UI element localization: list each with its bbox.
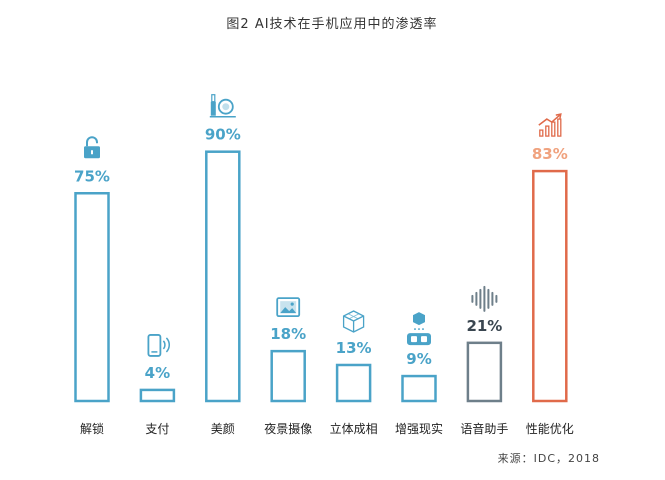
bar (139, 388, 176, 403)
category-label: 增强现实 (395, 421, 443, 436)
data-label: 13% (336, 339, 372, 357)
data-label: 83% (532, 145, 568, 163)
bar (74, 192, 110, 403)
category-label: 语音助手 (460, 421, 508, 436)
category-label: 夜景摄像 (264, 421, 312, 436)
growth-chart-icon (538, 113, 562, 137)
bar (205, 150, 241, 403)
voice-wave-icon (471, 285, 498, 312)
data-label: 90% (205, 126, 241, 144)
bar-group: 9% 增强现实 (395, 312, 443, 436)
bar-group: 83% 性能优化 (526, 113, 574, 436)
category-label: 美颜 (211, 421, 235, 436)
night-photo-icon (276, 297, 301, 318)
data-label: 4% (145, 364, 170, 382)
category-label: 解锁 (80, 421, 104, 436)
lock-icon (84, 136, 100, 159)
data-label: 21% (466, 317, 502, 335)
bar-group: 21% 语音助手 (460, 285, 508, 436)
cube-3d-icon (342, 310, 365, 333)
ar-headset-icon (407, 312, 431, 346)
chart-title: 图2 AI技术在手机应用中的渗透率 (226, 16, 437, 32)
bar (270, 349, 306, 403)
makeup-icon (209, 94, 236, 118)
category-label: 性能优化 (526, 422, 574, 436)
bars-group: 75% 解锁 4% 支付 90% 美颜 18% 夜景摄像 13% 立体成相 9% 增强现实 21% 语音助… (74, 94, 574, 436)
phone-nfc-icon (147, 334, 171, 357)
bar-group: 90% 美颜 (205, 94, 241, 436)
bar (532, 169, 568, 403)
source-note: 来源：IDC，2018 (498, 451, 600, 465)
data-label: 9% (406, 350, 431, 368)
bar (401, 374, 437, 403)
category-label: 支付 (145, 422, 169, 436)
bar (335, 363, 372, 403)
bar-group: 75% 解锁 (74, 136, 110, 436)
bar-group: 4% 支付 (139, 334, 176, 436)
data-label: 18% (270, 325, 306, 343)
data-label: 75% (74, 167, 110, 185)
bar-group: 13% 立体成相 (330, 310, 378, 436)
bar (466, 341, 503, 403)
bar-group: 18% 夜景摄像 (264, 297, 312, 436)
category-label: 立体成相 (330, 421, 378, 436)
